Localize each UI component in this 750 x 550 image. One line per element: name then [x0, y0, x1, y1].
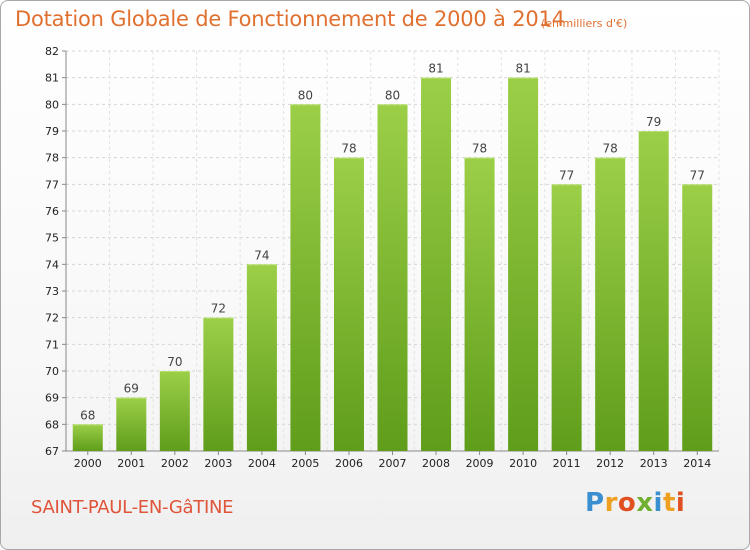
x-tick-label: 2009	[466, 457, 494, 470]
y-tick-label: 71	[45, 338, 59, 351]
bars: 68 69 70 72 74 80 78 80 81 78 81 77 78 79 77	[72, 62, 713, 452]
y-tick-label: 73	[45, 285, 59, 298]
data-label: 78	[603, 142, 618, 156]
y-tick-label: 82	[45, 45, 59, 58]
logo-letter: x	[636, 488, 654, 518]
data-label: 70	[167, 355, 182, 369]
bar	[638, 131, 669, 451]
data-label: 68	[80, 408, 95, 422]
y-tick-label: 81	[45, 72, 59, 85]
bar	[290, 104, 321, 451]
data-label: 80	[385, 88, 400, 102]
logo-letter: t	[662, 488, 676, 518]
data-label: 80	[298, 88, 313, 102]
x-tick-label: 2002	[161, 457, 189, 470]
x-tick-label: 2000	[74, 457, 102, 470]
bar	[508, 77, 539, 452]
bar	[159, 371, 190, 451]
bar	[595, 157, 626, 451]
bar	[72, 424, 103, 451]
bar	[377, 104, 408, 451]
x-tick-label: 2001	[117, 457, 145, 470]
bar	[464, 157, 495, 451]
x-tick-label: 2007	[379, 457, 407, 470]
data-label: 79	[646, 115, 661, 129]
x-tick-label: 2004	[248, 457, 276, 470]
data-label: 78	[472, 142, 487, 156]
data-label: 81	[515, 62, 530, 76]
bar	[333, 157, 364, 451]
bar	[421, 77, 452, 452]
x-tick-label: 2014	[683, 457, 711, 470]
y-tick-label: 79	[45, 125, 59, 138]
x-tick-label: 2006	[335, 457, 363, 470]
chart-title: Dotation Globale de Fonctionnement de 20…	[15, 7, 565, 31]
logo-letter: i	[675, 488, 686, 518]
data-label: 81	[428, 62, 443, 76]
data-label: 77	[559, 168, 574, 182]
chart-unit-note: (en milliers d'€)	[541, 17, 628, 30]
y-tick-label: 75	[45, 232, 59, 245]
x-tick-label: 2003	[204, 457, 232, 470]
y-tick-label: 67	[45, 445, 59, 458]
tick-labels: 67 68 69 70 71 72 73 74 75 76 77 78 79 80 81 82 2000 2001…	[45, 45, 711, 470]
bar	[682, 184, 713, 452]
data-label: 72	[211, 302, 226, 316]
x-tick-label: 2012	[596, 457, 624, 470]
y-tick-label: 78	[45, 152, 59, 165]
logo-letter: i	[653, 488, 663, 518]
proxiti-logo: Proxiti	[585, 488, 685, 518]
x-tick-label: 2010	[509, 457, 537, 470]
logo-letter: o	[617, 488, 637, 518]
y-tick-label: 80	[45, 98, 59, 111]
bar	[203, 317, 234, 451]
x-tick-label: 2011	[553, 457, 581, 470]
bar	[246, 264, 277, 451]
y-tick-label: 76	[45, 205, 59, 218]
y-tick-label: 77	[45, 178, 59, 191]
data-label: 77	[690, 168, 705, 182]
y-tick-label: 68	[45, 418, 59, 431]
logo-letter: r	[604, 488, 618, 518]
data-label: 74	[254, 248, 269, 262]
y-tick-label: 74	[45, 258, 59, 271]
x-tick-label: 2005	[291, 457, 319, 470]
data-label: 78	[341, 142, 356, 156]
y-tick-label: 70	[45, 365, 59, 378]
commune-name: SAINT-PAUL-EN-GâTINE	[31, 497, 234, 518]
logo-letter: P	[585, 488, 605, 518]
bar	[551, 184, 582, 452]
y-tick-label: 69	[45, 392, 59, 405]
bar	[116, 397, 147, 451]
x-tick-label: 2013	[640, 457, 668, 470]
data-label: 69	[124, 382, 139, 396]
x-tick-label: 2008	[422, 457, 450, 470]
y-tick-label: 72	[45, 312, 59, 325]
